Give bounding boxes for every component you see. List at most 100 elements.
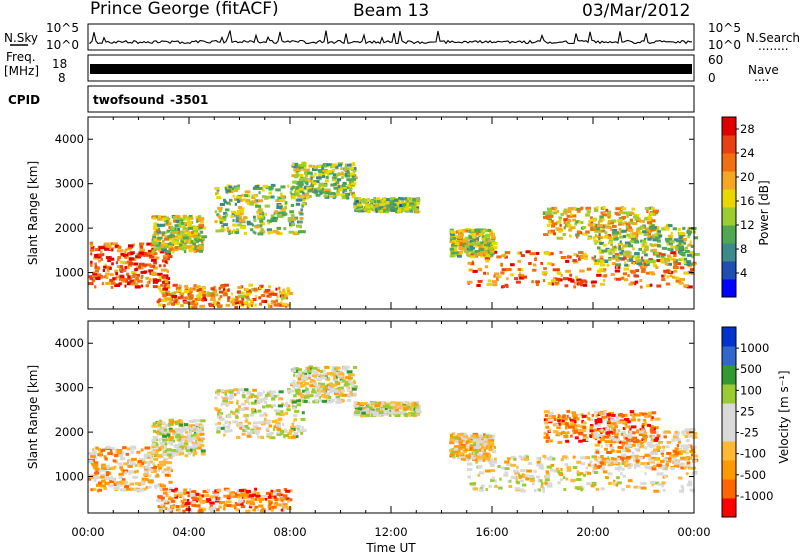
heatmap-cell	[450, 230, 456, 234]
heatmap-cell	[192, 437, 197, 441]
heatmap-cell	[199, 220, 204, 224]
heatmap-cell	[631, 414, 635, 418]
heatmap-cell	[483, 452, 489, 456]
heatmap-cell	[219, 203, 226, 206]
heatmap-cell	[621, 462, 626, 465]
heatmap-cell	[178, 442, 184, 446]
heatmap-cell	[123, 462, 129, 466]
heatmap-cell	[222, 424, 225, 428]
heatmap-cell	[196, 240, 199, 244]
heatmap-cell	[295, 186, 300, 190]
heatmap-cell	[608, 239, 613, 243]
heatmap-cell	[189, 288, 193, 292]
heatmap-cell	[157, 469, 160, 472]
heatmap-cell	[392, 198, 399, 202]
heatmap-cell	[291, 400, 297, 404]
heatmap-cell	[118, 476, 124, 480]
heatmap-cell	[153, 222, 158, 226]
heatmap-cell	[234, 506, 237, 510]
heatmap-cell	[491, 241, 497, 245]
heatmap-cell	[622, 474, 626, 478]
heatmap-cell	[119, 265, 124, 269]
heatmap-cell	[156, 454, 163, 458]
heatmap-cell	[627, 223, 631, 227]
heatmap-cell	[519, 469, 526, 472]
heatmap-cell	[134, 273, 140, 277]
heatmap-cell	[250, 499, 255, 503]
heatmap-cell	[152, 462, 156, 466]
heatmap-cell	[636, 216, 639, 220]
heatmap-cell	[648, 411, 652, 415]
heatmap-cell	[282, 423, 285, 427]
heatmap-cell	[587, 411, 590, 415]
heatmap-cell	[644, 472, 647, 476]
heatmap-cell	[182, 509, 186, 513]
heatmap-cell	[582, 226, 587, 229]
heatmap-cell	[451, 251, 456, 255]
heatmap-cell	[117, 256, 122, 259]
heatmap-cell	[336, 400, 343, 404]
heatmap-cell	[150, 271, 157, 275]
heatmap-cell	[581, 252, 587, 256]
heatmap-cell	[227, 495, 232, 499]
heatmap-cell	[285, 489, 291, 493]
heatmap-cell	[574, 428, 578, 432]
heatmap-cell	[228, 232, 231, 235]
heatmap-cell	[183, 442, 189, 446]
heatmap-cell	[591, 256, 595, 260]
heatmap-cell	[563, 221, 566, 224]
heatmap-cell	[646, 210, 649, 213]
heatmap-cell	[493, 272, 500, 276]
heatmap-cell	[450, 453, 455, 456]
heatmap-cell	[304, 171, 307, 175]
heatmap-cell	[155, 473, 159, 477]
heatmap-cell	[344, 365, 350, 369]
heatmap-cell	[291, 369, 297, 373]
heatmap-cell	[186, 245, 191, 249]
heatmap-cell	[586, 471, 592, 475]
heatmap-cell	[186, 446, 192, 450]
heatmap-cell	[359, 199, 363, 203]
heatmap-cell	[666, 262, 672, 266]
heatmap-cell	[580, 280, 584, 284]
heatmap-cell	[122, 446, 127, 450]
heatmap-cell	[626, 254, 632, 258]
heatmap-cell	[141, 462, 145, 466]
heatmap-cell	[346, 389, 350, 393]
heatmap-cell	[158, 431, 162, 435]
heatmap-cell	[181, 501, 184, 505]
heatmap-cell	[586, 482, 591, 486]
heatmap-cell	[669, 237, 673, 241]
heatmap-cell	[162, 287, 169, 291]
heatmap-cell	[641, 250, 647, 254]
heatmap-cell	[387, 405, 393, 409]
heatmap-cell	[329, 194, 333, 198]
heatmap-cell	[644, 253, 648, 257]
heatmap-cell	[244, 190, 251, 194]
heatmap-cell	[580, 462, 586, 466]
heatmap-cell	[127, 275, 133, 279]
heatmap-cell	[206, 294, 213, 298]
heatmap-cell	[157, 241, 161, 245]
heatmap-cell	[449, 433, 453, 437]
heatmap-cell	[243, 198, 247, 202]
heatmap-cell	[144, 478, 149, 481]
heatmap-cell	[550, 229, 555, 233]
heatmap-cell	[186, 491, 190, 495]
heatmap-cell	[128, 470, 135, 474]
heatmap-cell	[484, 246, 488, 250]
heatmap-cell	[299, 220, 303, 224]
heatmap-cell	[476, 231, 479, 235]
heatmap-cell	[639, 279, 643, 282]
heatmap-cell	[490, 478, 495, 482]
heatmap-cell	[188, 291, 192, 295]
heatmap-cell	[215, 508, 220, 512]
heatmap-cell	[257, 409, 262, 413]
freq-trace-band	[90, 64, 692, 74]
heatmap-cell	[200, 286, 205, 290]
heatmap-cell	[284, 206, 287, 210]
heatmap-cell	[568, 417, 571, 421]
heatmap-cell	[215, 422, 218, 426]
heatmap-cell	[410, 402, 416, 406]
